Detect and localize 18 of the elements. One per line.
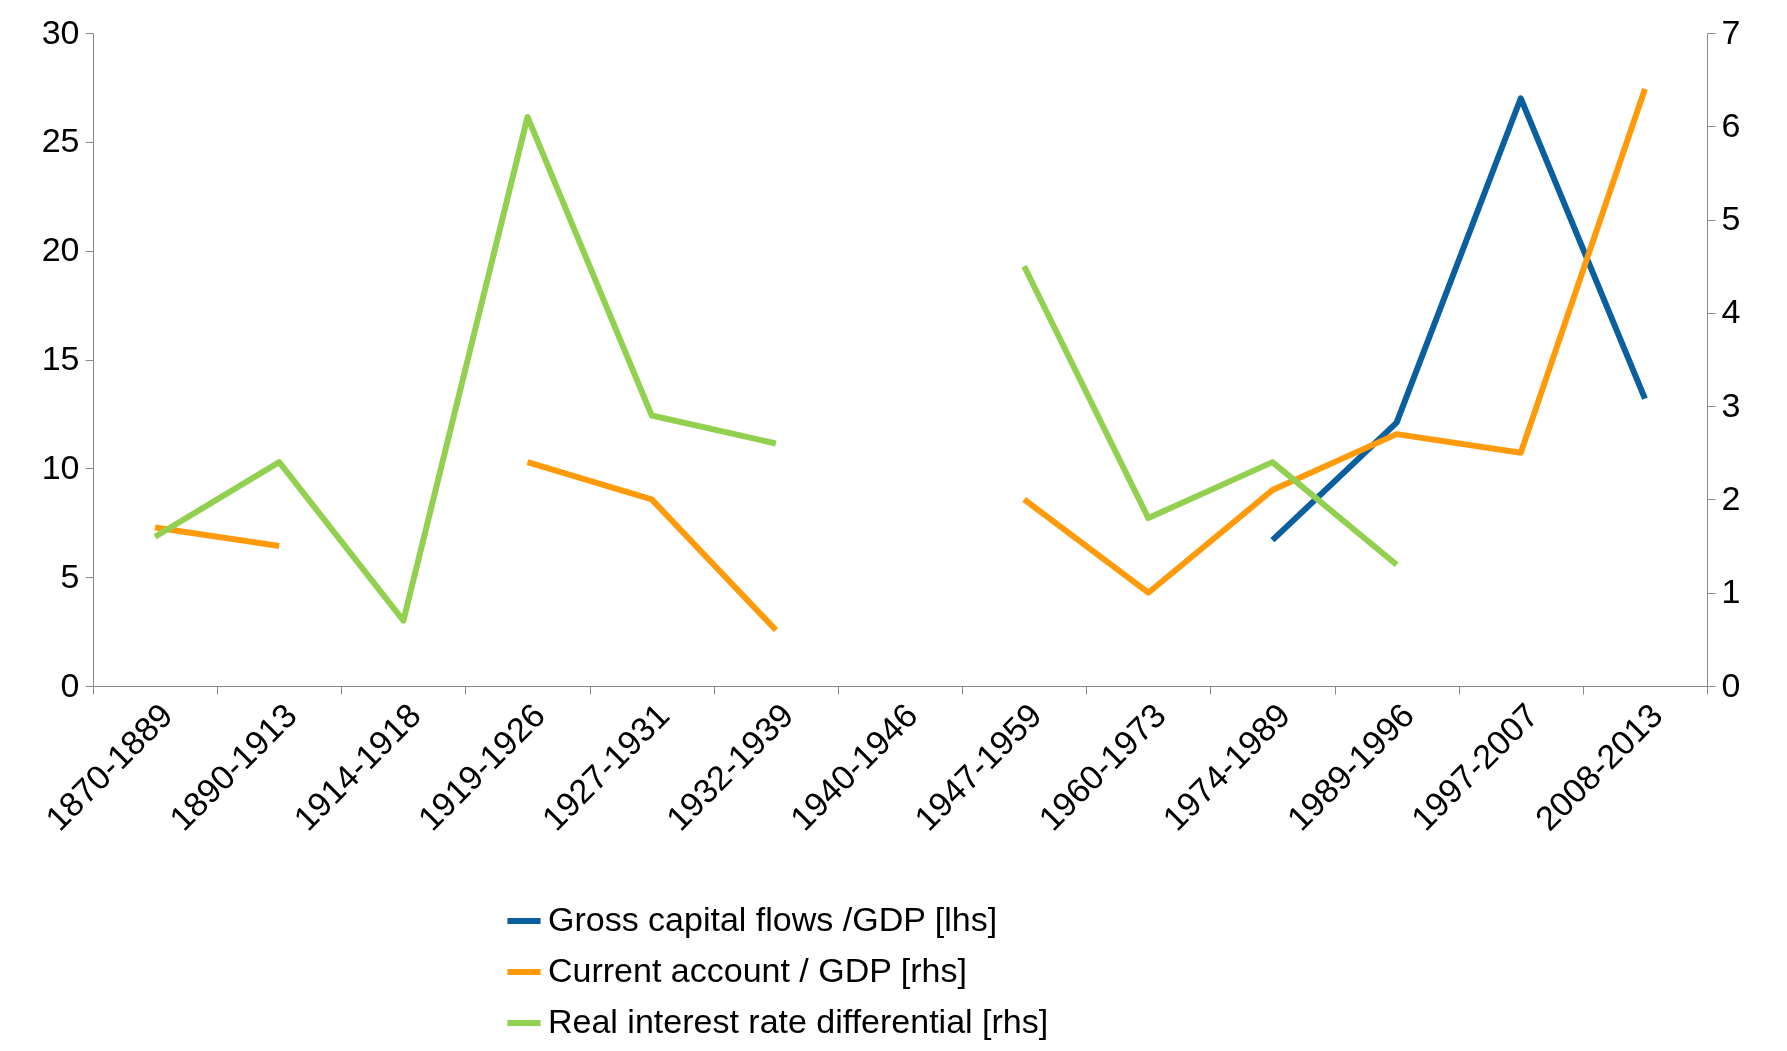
legend-label: Gross capital flows /GDP [lhs]	[548, 900, 998, 938]
y-tick-label: 25	[41, 121, 80, 160]
y2-tick-label: 2	[1721, 478, 1741, 517]
y-tick-label: 10	[41, 447, 80, 486]
legend-label: Current account / GDP [rhs]	[548, 951, 967, 989]
y2-tick-label: 0	[1721, 665, 1741, 704]
y-tick-label: 0	[60, 665, 80, 704]
y-tick-label: 5	[60, 556, 80, 595]
y2-tick-label: 5	[1721, 199, 1741, 238]
y2-tick-label: 1	[1721, 572, 1741, 611]
y2-tick-label: 3	[1721, 385, 1741, 424]
y2-tick-label: 6	[1721, 105, 1741, 144]
y-tick-label: 20	[41, 230, 80, 269]
y-tick-label: 30	[41, 12, 80, 51]
legend-label: Real interest rate differential [rhs]	[548, 1002, 1049, 1040]
y2-tick-label: 4	[1721, 292, 1741, 331]
y-tick-label: 15	[41, 339, 80, 377]
y2-tick-label: 7	[1721, 12, 1741, 51]
